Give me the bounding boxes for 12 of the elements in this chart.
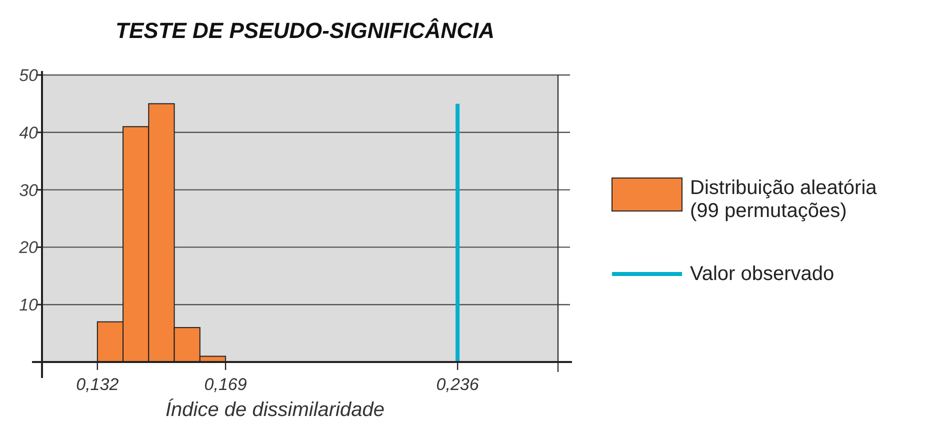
y-tick-label: 50 [19,66,39,85]
y-tick-label: 30 [19,180,39,200]
x-axis-title: Índice de dissimilaridade [165,398,385,421]
y-tick-label: 10 [19,296,39,315]
legend-label: Distribuição aleatória (99 permutações) [690,177,878,222]
x-tick-label: 0,236 [436,375,480,394]
legend-label: Valor observado [690,263,834,285]
x-tick-label: 0,132 [76,375,120,394]
chart-title: TESTE DE PSEUDO-SIGNIFICÂNCIA [116,18,494,43]
y-tick-label: 20 [18,238,39,258]
y-tick-label: 40 [19,123,39,142]
x-tick-label: 0,169 [204,375,248,394]
